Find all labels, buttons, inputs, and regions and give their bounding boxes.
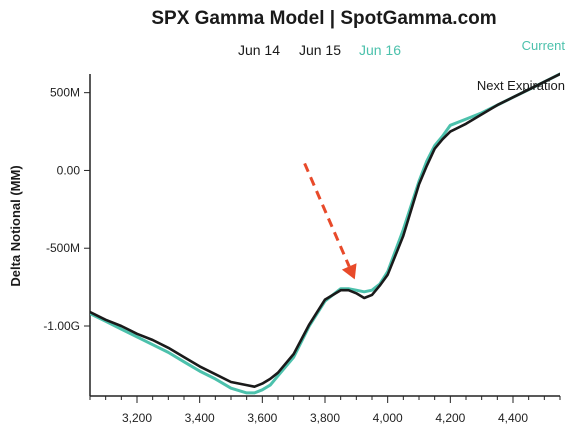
series-line-next-expiration xyxy=(90,72,560,388)
chart-title: SPX Gamma Model | SpotGamma.com xyxy=(151,8,496,29)
legend: Current Next Expiration xyxy=(477,38,566,93)
x-tick-label: 3,400 xyxy=(185,411,215,425)
legend-entry-current[interactable]: Current xyxy=(522,38,566,53)
y-tick-label: 0.00 xyxy=(57,163,81,177)
x-tick-label: 4,200 xyxy=(435,411,465,425)
axes: 500M 0.00 -500M -1.00G 3,200 3,400 3,600 3,800 4… xyxy=(43,74,561,425)
legend-entry-next-expiration[interactable]: Next Expiration xyxy=(477,78,565,93)
tab-jun-16[interactable]: Jun 16 xyxy=(359,42,401,58)
x-tick-label: 4,400 xyxy=(498,411,528,425)
tab-jun-14[interactable]: Jun 14 xyxy=(238,42,280,58)
y-tick-label: 500M xyxy=(50,86,80,100)
x-tick-label: 3,600 xyxy=(247,411,277,425)
y-tick-label: -1.00G xyxy=(43,319,80,333)
x-tick-label: 4,000 xyxy=(373,411,403,425)
y-tick-label: -500M xyxy=(46,241,80,255)
series-line-current xyxy=(90,72,560,395)
y-axis-label: Delta Notional (MM) xyxy=(8,165,23,286)
x-tick-label: 3,800 xyxy=(310,411,340,425)
tab-jun-15[interactable]: Jun 15 xyxy=(299,42,341,58)
annotation-arrow-head xyxy=(341,263,357,280)
x-tick-label: 3,200 xyxy=(122,411,152,425)
annotation-arrow-shaft xyxy=(303,162,351,268)
annotations xyxy=(303,162,357,280)
plot-area xyxy=(90,72,560,395)
expiration-tabs: Jun 14 Jun 15 Jun 16 xyxy=(238,42,401,58)
